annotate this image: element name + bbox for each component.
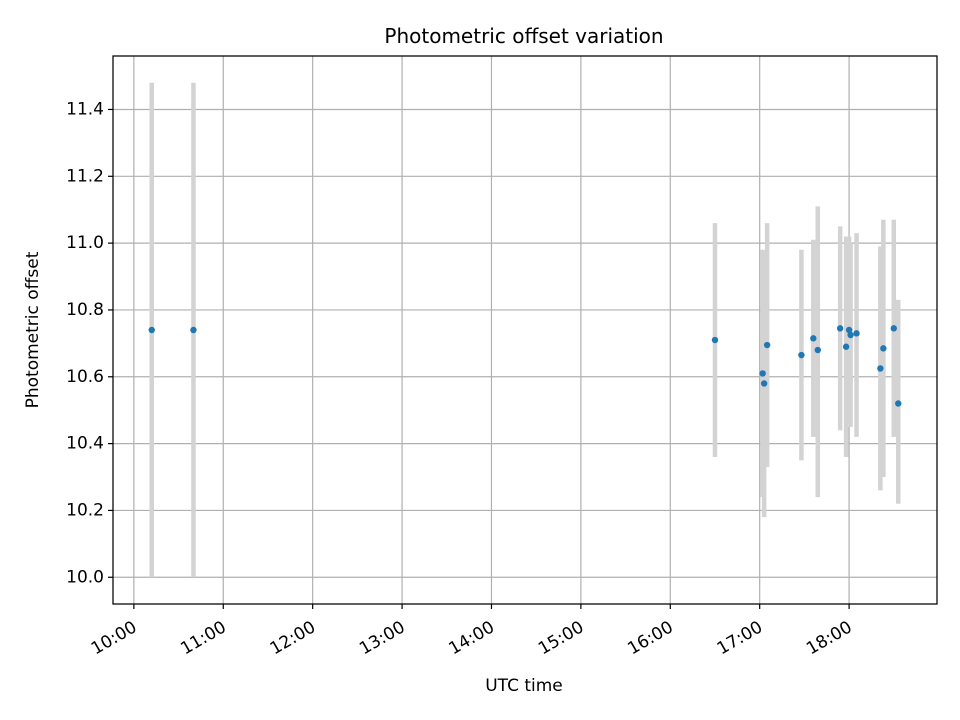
y-tick-label: 11.2 xyxy=(66,166,104,186)
x-tick-label: 10:00 xyxy=(88,617,140,659)
y-tick-label: 11.0 xyxy=(66,233,104,253)
data-point xyxy=(877,365,884,372)
data-point xyxy=(853,330,860,337)
y-axis-label: Photometric offset xyxy=(23,251,43,408)
data-point xyxy=(798,351,805,359)
x-axis: 10:00 11:00 12:00 13:00 14:00 15:00 16:00 17:00… xyxy=(88,604,856,659)
y-tick-label: 10.8 xyxy=(66,300,104,320)
data-points xyxy=(148,325,902,407)
data-point xyxy=(845,326,853,334)
data-point xyxy=(810,335,817,342)
x-tick-label: 13:00 xyxy=(356,617,408,659)
x-axis-label: UTC time xyxy=(485,676,563,696)
x-tick-label: 18:00 xyxy=(803,617,855,659)
y-tick-label: 11.4 xyxy=(66,99,104,119)
data-point xyxy=(880,345,887,352)
y-axis: 10.0 10.2 10.4 10.6 10.8 11.0 11.2 11.4 xyxy=(66,99,113,587)
x-tick-label: 14:00 xyxy=(446,617,498,659)
x-tick-label: 16:00 xyxy=(624,617,676,659)
x-tick-label: 15:00 xyxy=(535,617,587,659)
data-point xyxy=(711,336,719,344)
data-point xyxy=(148,326,155,334)
plot-area-frame xyxy=(112,55,938,605)
x-tick-label: 11:00 xyxy=(177,617,229,659)
data-point xyxy=(759,370,766,377)
data-point xyxy=(763,341,771,349)
data-point xyxy=(814,346,821,354)
error-bars xyxy=(149,82,901,578)
data-point xyxy=(895,400,902,407)
x-tick-label: 17:00 xyxy=(714,617,766,659)
data-point xyxy=(190,326,197,334)
y-tick-label: 10.6 xyxy=(66,367,104,387)
y-tick-label: 10.2 xyxy=(66,500,104,520)
y-tick-label: 10.0 xyxy=(66,567,104,587)
data-point xyxy=(836,325,844,332)
data-point xyxy=(847,331,854,339)
x-tick-label: 12:00 xyxy=(267,617,319,659)
y-tick-label: 10.4 xyxy=(66,434,104,454)
chart-title: Photometric offset variation xyxy=(384,24,663,48)
data-point xyxy=(890,325,897,332)
data-point xyxy=(760,380,768,387)
data-point xyxy=(842,343,850,350)
